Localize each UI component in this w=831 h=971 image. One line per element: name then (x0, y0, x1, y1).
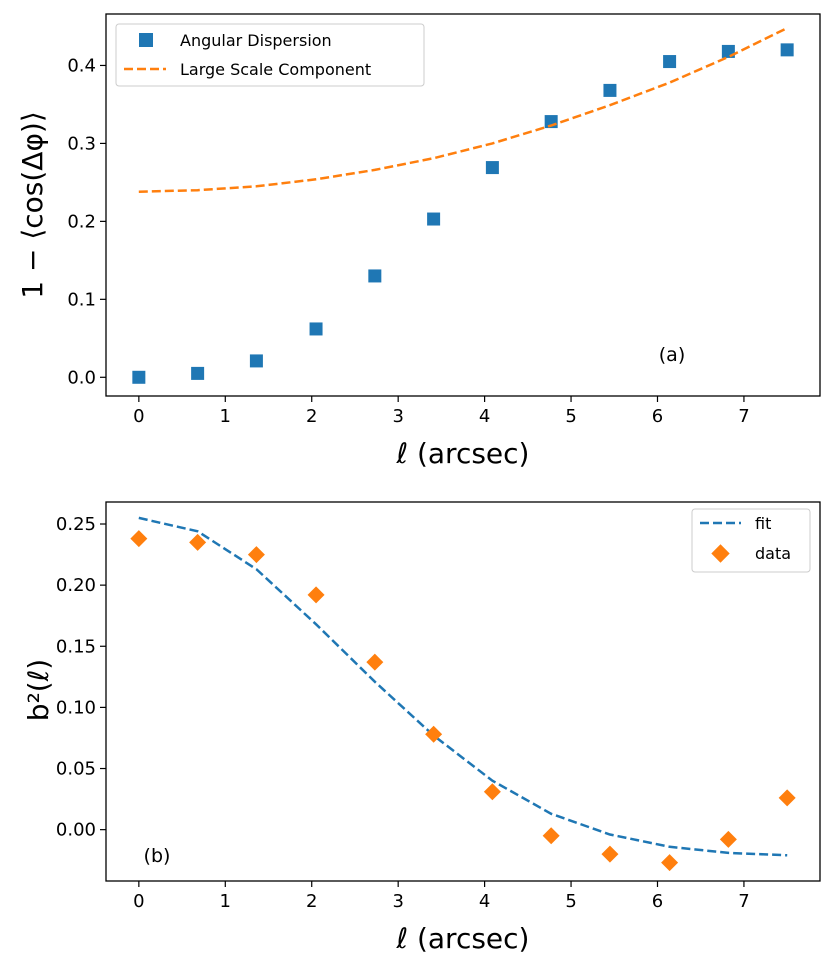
y-ticks-a: 0.0 0.1 0.2 0.3 0.4 (67, 55, 106, 388)
data-point-data (130, 530, 148, 548)
data-point-angular-dispersion (663, 55, 677, 69)
data-point-data (719, 830, 737, 848)
y-tick-label: 0.2 (67, 211, 96, 232)
x-tick-label: 6 (652, 406, 663, 427)
x-ticks-b: 0 1 2 3 4 5 6 7 (133, 881, 750, 912)
y-tick-label: 0.0 (67, 367, 96, 388)
data-point-angular-dispersion (309, 322, 323, 336)
plot-area-a (105, 13, 821, 397)
x-tick-label: 0 (133, 891, 144, 912)
x-tick-label: 4 (479, 891, 490, 912)
panel-a: 0 1 2 3 4 5 6 7 0.0 0.1 0.2 0.3 0.4 ℓ (arcsec) 1 − … (16, 13, 821, 470)
legend-b: fit data (691, 508, 811, 573)
panel-label-b: (b) (144, 845, 171, 867)
data-point-data (601, 845, 619, 863)
y-tick-label: 0.15 (56, 636, 96, 657)
y-ticks-b: 0.00 0.05 0.10 0.15 0.20 0.25 (56, 514, 106, 841)
legend-box-b (691, 508, 811, 573)
legend-label-large-scale-component: Large Scale Component (180, 60, 371, 79)
x-tick-label: 4 (479, 406, 490, 427)
legend-label-data: data (755, 544, 791, 563)
data-point-data (542, 827, 560, 845)
x-ticks-a: 0 1 2 3 4 5 6 7 (133, 396, 750, 427)
legend-label-angular-dispersion: Angular Dispersion (180, 31, 332, 50)
legend-marker-angular-dispersion (139, 33, 153, 47)
legend-marker-data (711, 544, 730, 563)
data-point-data (483, 783, 501, 801)
x-tick-label: 2 (306, 406, 317, 427)
data-point-data (307, 586, 325, 604)
legend-a: Angular Dispersion Large Scale Component (115, 23, 425, 87)
data-point-angular-dispersion (368, 269, 382, 283)
series-line-large-scale-component (138, 26, 788, 193)
y-axis-label-b: b²(ℓ) (22, 659, 55, 721)
legend-label-fit: fit (755, 514, 771, 533)
x-tick-label: 7 (738, 406, 749, 427)
x-tick-label: 7 (738, 891, 749, 912)
y-tick-label: 0.3 (67, 133, 96, 154)
x-tick-label: 3 (392, 406, 403, 427)
y-tick-label: 0.25 (56, 514, 96, 535)
data-point-data (661, 854, 679, 872)
x-tick-label: 2 (306, 891, 317, 912)
x-tick-label: 0 (133, 406, 144, 427)
data-point-data (366, 653, 384, 671)
data-point-data (778, 789, 796, 807)
legend-box-a (115, 23, 425, 87)
x-tick-label: 1 (220, 406, 231, 427)
data-point-angular-dispersion (132, 370, 146, 384)
series-b (130, 516, 796, 872)
panel-b: 0 1 2 3 4 5 6 7 0.00 0.05 0.10 0.15 0.20 0.25 ℓ (arc… (22, 501, 821, 955)
y-tick-label: 0.20 (56, 575, 96, 596)
y-tick-label: 0.05 (56, 759, 96, 780)
data-point-data (189, 533, 207, 551)
data-point-angular-dispersion (485, 161, 499, 175)
x-tick-label: 3 (392, 891, 403, 912)
plot-area-b (105, 501, 821, 882)
data-point-angular-dispersion (603, 83, 617, 97)
x-tick-label: 6 (652, 891, 663, 912)
data-point-angular-dispersion (191, 366, 205, 380)
x-tick-label: 1 (220, 891, 231, 912)
data-point-data (247, 546, 265, 564)
data-point-angular-dispersion (780, 43, 794, 57)
y-axis-label-a: 1 − ⟨cos(Δφ)⟩ (16, 111, 49, 299)
y-tick-label: 0.1 (67, 289, 96, 310)
y-tick-label: 0.4 (67, 55, 96, 76)
data-point-angular-dispersion (249, 354, 263, 368)
y-tick-label: 0.10 (56, 697, 96, 718)
data-point-angular-dispersion (427, 212, 441, 226)
x-axis-label-a: ℓ (arcsec) (396, 437, 530, 470)
data-point-data (425, 725, 443, 743)
panel-label-a: (a) (659, 344, 685, 366)
series-line-fit (138, 516, 788, 857)
x-axis-label-b: ℓ (arcsec) (396, 922, 530, 955)
y-tick-label: 0.00 (56, 820, 96, 841)
series-a (132, 26, 794, 384)
x-tick-label: 5 (565, 406, 576, 427)
x-tick-label: 5 (565, 891, 576, 912)
